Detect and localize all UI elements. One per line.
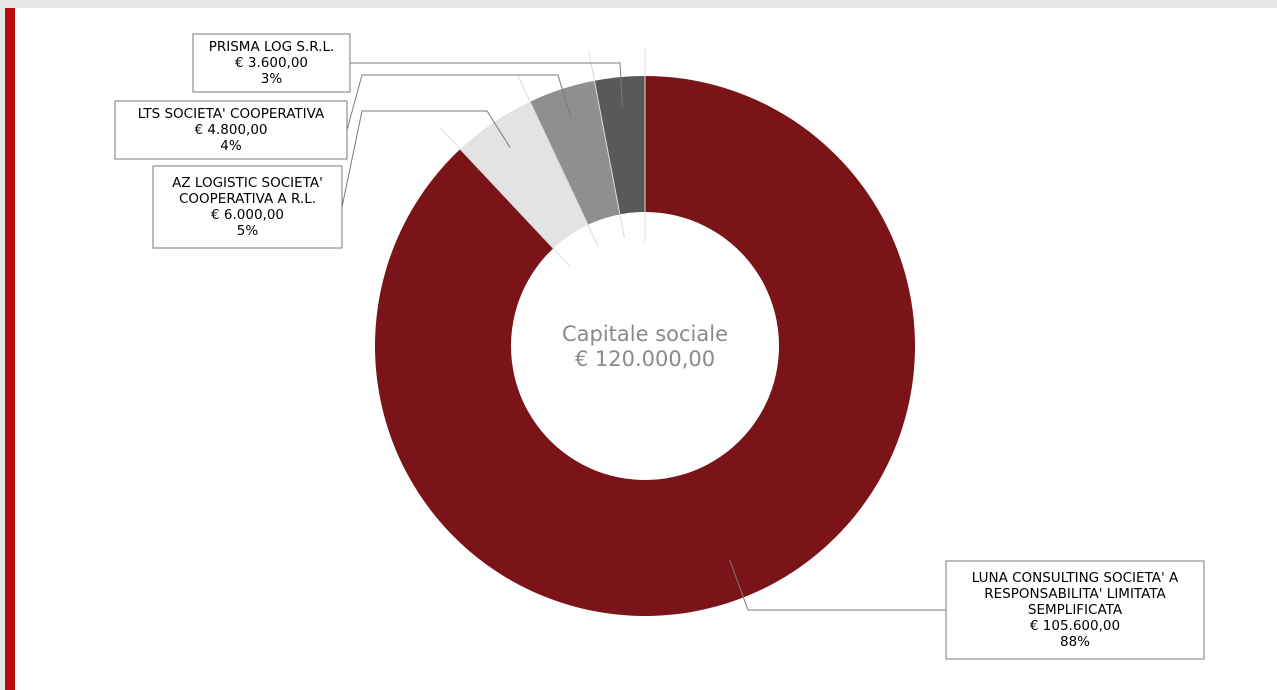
callout-box xyxy=(192,33,351,93)
leader-line-2 xyxy=(341,110,511,208)
leader-line-3 xyxy=(346,74,572,131)
callout-box xyxy=(945,560,1205,660)
slice-separator xyxy=(588,53,625,239)
callout-3: LTS SOCIETA' COOPERATIVA€ 4.800,004% xyxy=(114,100,348,160)
callout-box xyxy=(152,165,343,249)
callout-name-line: SEMPLIFICATA xyxy=(1028,602,1123,618)
callout-name-line: AZ LOGISTIC SOCIETA' xyxy=(172,175,323,191)
callouts-group: LUNA CONSULTING SOCIETA' ARESPONSABILITA… xyxy=(114,33,1205,660)
callout-1: LUNA CONSULTING SOCIETA' ARESPONSABILITA… xyxy=(945,560,1205,660)
callout-value: € 3.600,00 xyxy=(235,55,308,71)
callout-value: € 105.600,00 xyxy=(1030,618,1120,634)
callout-percent: 88% xyxy=(1060,634,1090,650)
callout-value: € 6.000,00 xyxy=(211,207,284,223)
center-title: Capitale sociale xyxy=(562,322,728,346)
callout-value: € 4.800,00 xyxy=(195,122,268,138)
callout-name-line: COOPERATIVA A R.L. xyxy=(179,191,316,207)
callout-box xyxy=(114,100,348,160)
callout-name-line: LUNA CONSULTING SOCIETA' A xyxy=(972,570,1179,586)
callout-name-line: PRISMA LOG S.R.L. xyxy=(209,39,335,55)
slice-separator xyxy=(517,76,599,247)
callout-percent: 5% xyxy=(237,223,259,239)
callout-2: AZ LOGISTIC SOCIETA'COOPERATIVA A R.L.€ … xyxy=(152,165,343,249)
callout-percent: 4% xyxy=(220,138,242,154)
center-value: € 120.000,00 xyxy=(575,347,715,371)
callout-name-line: RESPONSABILITA' LIMITATA xyxy=(984,586,1166,602)
leader-lines-group xyxy=(341,48,946,611)
leader-line-1 xyxy=(729,559,946,611)
leader-line-4 xyxy=(350,62,623,108)
callout-percent: 3% xyxy=(261,71,283,87)
slice-separator xyxy=(440,128,571,267)
slice-2[interactable] xyxy=(460,101,588,249)
callout-4: PRISMA LOG S.R.L.€ 3.600,003% xyxy=(192,33,351,93)
callout-name-line: LTS SOCIETA' COOPERATIVA xyxy=(138,106,325,122)
slice-1[interactable] xyxy=(374,76,915,616)
slice-3[interactable] xyxy=(530,80,620,225)
slice-4[interactable] xyxy=(594,76,645,215)
slices-group xyxy=(374,76,915,616)
